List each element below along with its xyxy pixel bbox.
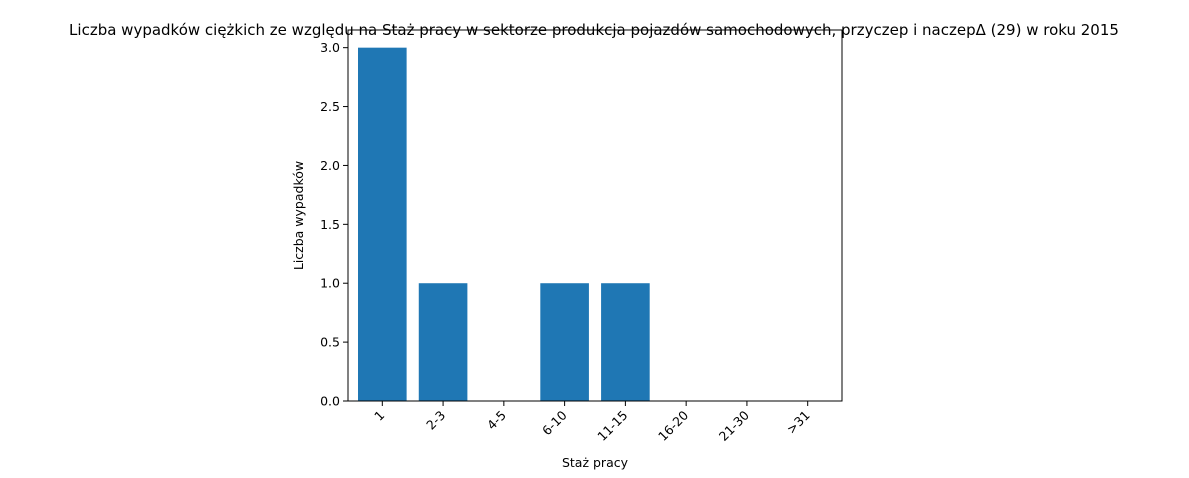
x-axis-label: Staż pracy <box>562 455 629 470</box>
y-tick-label: 0.5 <box>320 335 340 350</box>
y-axis-label: Liczba wypadków <box>291 161 306 270</box>
x-tick-label: 16-20 <box>655 407 691 443</box>
plot-area <box>358 47 650 402</box>
y-tick-label: 0.0 <box>320 394 340 409</box>
x-tick-label: 1 <box>371 408 387 424</box>
y-axis: 0.0 0.5 1.0 1.5 2.0 2.5 3.0 <box>320 40 348 409</box>
bar-2-3 <box>418 283 468 401</box>
y-tick-label: 2.5 <box>320 99 340 114</box>
y-tick-label: 3.0 <box>320 40 340 55</box>
x-tick-label: 4-5 <box>484 408 509 433</box>
y-tick-label: 1.0 <box>320 276 340 291</box>
bar-1 <box>358 47 407 402</box>
y-tick-label: 2.0 <box>320 158 340 173</box>
bar-11-15 <box>601 283 650 401</box>
x-tick-label: >31 <box>784 408 813 437</box>
x-tick-label: 2-3 <box>423 408 448 433</box>
x-tick-label: 6-10 <box>539 407 570 438</box>
bar-6-10 <box>540 283 589 401</box>
plot-frame <box>347 29 843 402</box>
x-axis: 1 2-3 4-5 6-10 11-15 16-20 21-30 >31 <box>371 401 813 444</box>
x-tick-label: 11-15 <box>594 408 630 444</box>
y-tick-label: 1.5 <box>320 217 340 232</box>
x-tick-label: 21-30 <box>716 407 752 443</box>
